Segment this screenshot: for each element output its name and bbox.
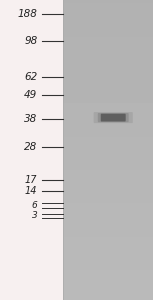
Text: 28: 28 bbox=[24, 142, 37, 152]
Text: 49: 49 bbox=[24, 90, 37, 100]
Text: 38: 38 bbox=[24, 113, 37, 124]
FancyBboxPatch shape bbox=[101, 114, 126, 122]
FancyBboxPatch shape bbox=[94, 112, 133, 123]
Bar bbox=[0, 0, 63, 300]
Text: 17: 17 bbox=[25, 175, 37, 185]
Text: 62: 62 bbox=[24, 71, 37, 82]
Text: 14: 14 bbox=[25, 185, 37, 196]
Text: 6: 6 bbox=[32, 201, 37, 210]
FancyBboxPatch shape bbox=[98, 113, 129, 122]
Text: 3: 3 bbox=[32, 212, 37, 220]
Text: 188: 188 bbox=[18, 9, 37, 20]
Text: 98: 98 bbox=[24, 35, 37, 46]
